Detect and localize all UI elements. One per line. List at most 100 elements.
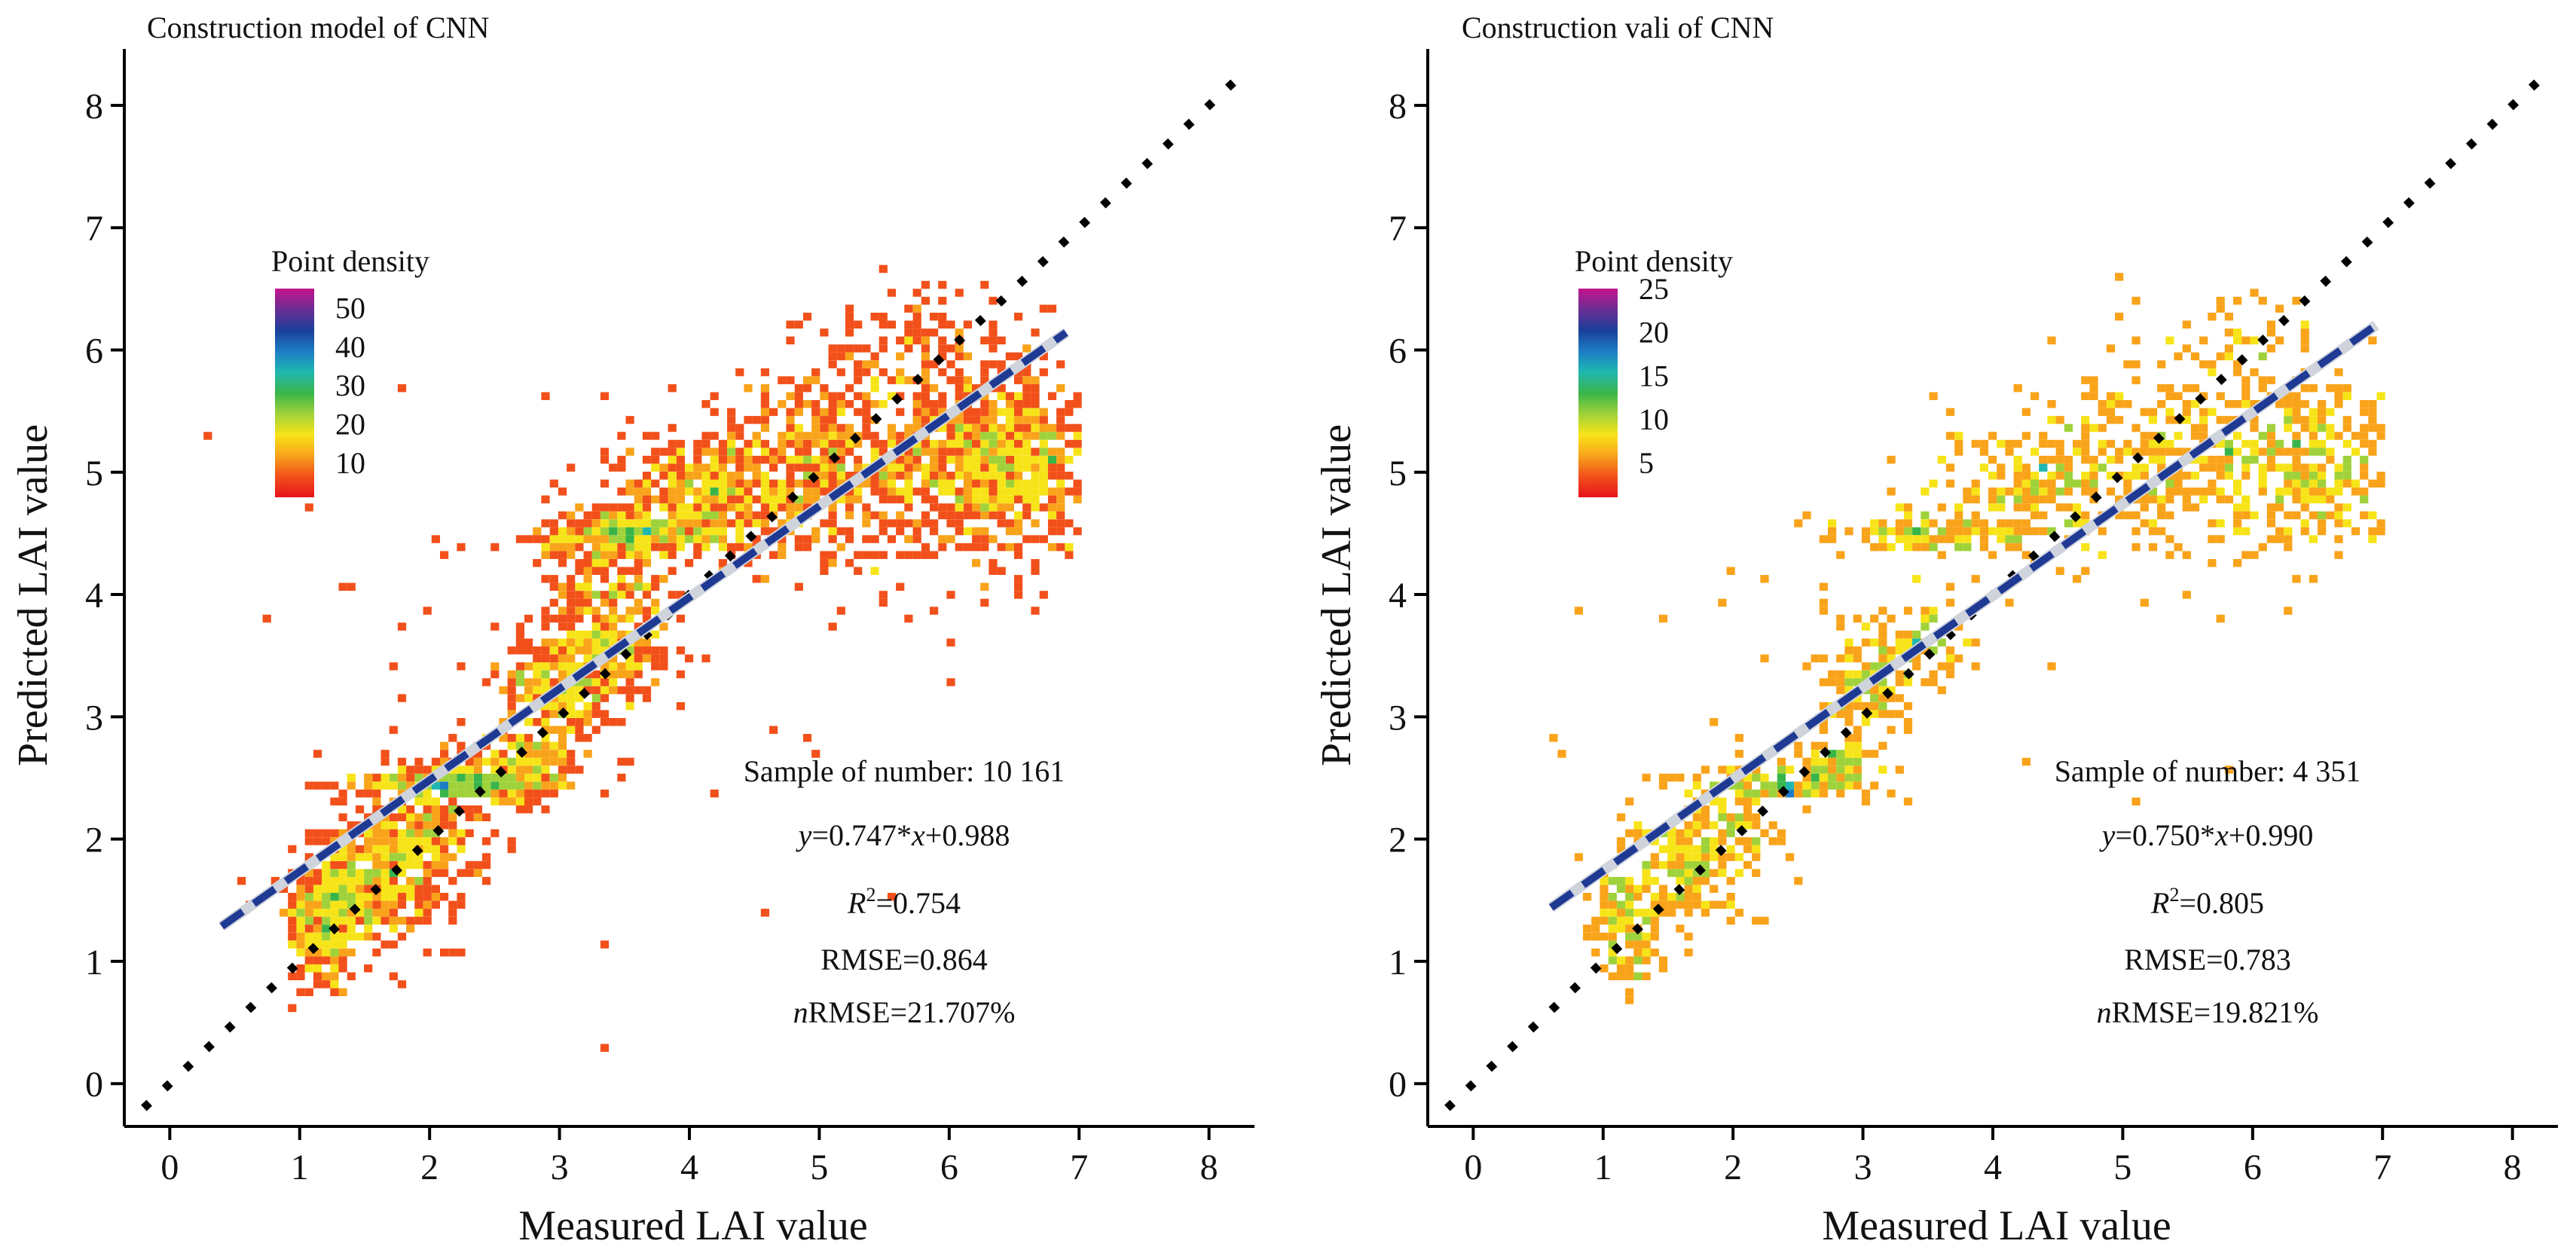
density-cell	[828, 360, 837, 368]
density-cell	[1642, 916, 1651, 925]
density-cell	[1583, 924, 1592, 933]
density-cell	[710, 487, 719, 496]
density-cell	[980, 511, 989, 520]
density-cell	[1031, 392, 1040, 400]
density-cell	[1633, 940, 1642, 949]
density-cell	[2275, 487, 2284, 496]
density-cell	[1853, 654, 1862, 663]
density-cell	[364, 853, 373, 861]
density-cell	[507, 686, 516, 695]
density-cell	[304, 876, 313, 885]
density-cell	[380, 845, 390, 854]
density-cell	[2300, 519, 2309, 527]
density-cell	[972, 479, 981, 487]
density-cell	[2368, 423, 2377, 432]
density-cell	[997, 495, 1006, 504]
density-cell	[575, 686, 584, 695]
density-cell	[879, 400, 888, 408]
density-cell	[515, 773, 524, 782]
density-cell	[887, 289, 897, 297]
density-cell	[389, 829, 398, 838]
density-cell	[2106, 408, 2116, 417]
density-cell	[1684, 829, 1693, 838]
density-cell	[583, 535, 592, 543]
density-cell	[2368, 527, 2377, 536]
density-cell	[364, 932, 373, 941]
density-cell	[1903, 519, 1913, 527]
density-cell	[2376, 519, 2385, 527]
density-cell	[600, 718, 610, 726]
density-cell	[870, 313, 879, 321]
density-cell	[2318, 472, 2327, 480]
density-cell	[448, 797, 457, 805]
density-cell	[448, 773, 457, 782]
density-cell	[457, 781, 466, 790]
density-cell	[642, 551, 652, 559]
density-cell	[879, 463, 888, 472]
density-cell	[549, 750, 558, 758]
density-cell	[862, 479, 871, 487]
density-cell	[549, 646, 558, 655]
density-cell	[634, 535, 643, 543]
density-cell	[1752, 869, 1761, 877]
density-cell	[1836, 622, 1845, 631]
density-cell	[659, 448, 668, 456]
density-cell	[558, 726, 567, 734]
density-cell	[1676, 853, 1685, 861]
density-cell	[794, 463, 803, 472]
density-cell	[2233, 336, 2242, 345]
density-cell	[397, 805, 407, 814]
density-cell	[794, 439, 803, 448]
density-cell	[769, 408, 778, 417]
density-cell	[1658, 956, 1668, 964]
density-cell	[2292, 472, 2301, 480]
density-cell	[1047, 495, 1057, 504]
density-cell	[364, 885, 373, 893]
density-cell	[879, 368, 888, 377]
density-cell	[2334, 472, 2343, 480]
density-cell	[296, 924, 305, 933]
density-cell	[1625, 956, 1634, 964]
density-cell	[1971, 511, 1980, 520]
density-cell	[2081, 472, 2090, 480]
density-cell	[1997, 503, 2006, 512]
density-cell	[946, 360, 955, 368]
density-cell	[1692, 893, 1701, 901]
density-cell	[304, 885, 313, 893]
density-cell	[2360, 455, 2369, 464]
density-cell	[296, 988, 305, 997]
density-cell	[549, 582, 558, 591]
density-cell	[1819, 607, 1828, 615]
density-cell	[2224, 416, 2233, 424]
density-cell	[710, 392, 719, 400]
density-cell	[2300, 423, 2309, 432]
density-cell	[617, 503, 626, 512]
density-cell	[2047, 487, 2056, 496]
density-cell	[1005, 479, 1014, 487]
density-cell	[1047, 503, 1057, 512]
density-cell	[1642, 829, 1651, 838]
density-cell	[1878, 710, 1887, 718]
density-cell	[735, 542, 744, 552]
density-cell	[938, 280, 947, 289]
density-cell	[1988, 527, 1997, 536]
density-cell	[2342, 439, 2351, 448]
density-cell	[921, 400, 930, 408]
density-cell	[609, 551, 618, 559]
density-cell	[575, 503, 584, 512]
density-cell	[2182, 448, 2191, 456]
density-cell	[2334, 511, 2343, 520]
density-cell	[2081, 511, 2090, 520]
density-cell	[2115, 273, 2124, 281]
density-cell	[1836, 773, 1845, 782]
density-cell	[2064, 455, 2073, 464]
density-cell	[617, 773, 626, 782]
density-cell	[1945, 519, 1955, 527]
density-cell	[2275, 336, 2284, 345]
density-cell	[448, 829, 457, 838]
density-cell	[397, 829, 407, 838]
density-cell	[760, 448, 769, 456]
density-cell	[2258, 296, 2267, 305]
density-cell	[609, 686, 618, 695]
density-cell	[2106, 392, 2116, 400]
